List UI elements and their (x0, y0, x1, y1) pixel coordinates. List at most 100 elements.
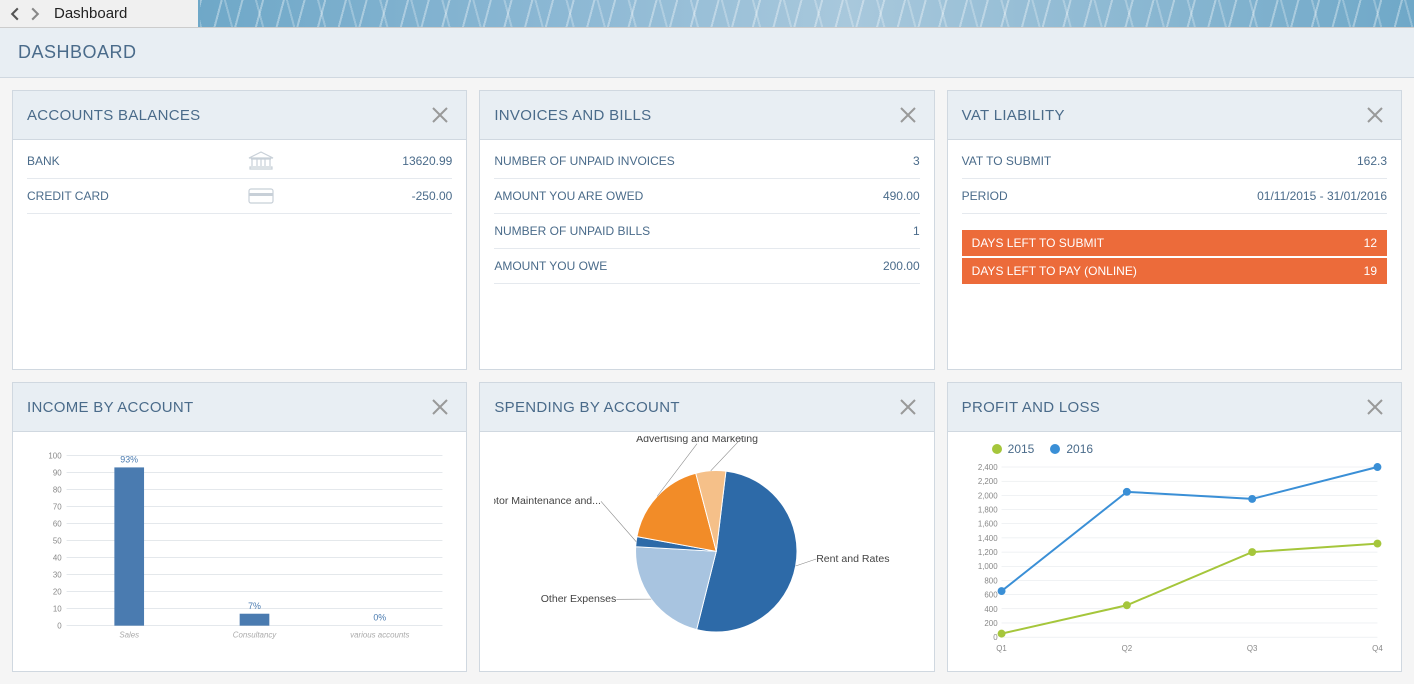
breadcrumb-title: Dashboard (54, 5, 157, 22)
bank-icon (247, 150, 275, 173)
close-icon[interactable] (896, 395, 920, 419)
svg-text:Rent and Rates: Rent and Rates (817, 553, 890, 565)
svg-text:Q3: Q3 (1247, 644, 1258, 653)
page-header: DASHBOARD (0, 28, 1414, 78)
svg-text:1,400: 1,400 (977, 534, 997, 543)
income-bar-chart: 0 10 20 30 40 50 60 70 80 90 100 93% Sales 7% Consulta… (27, 436, 452, 657)
account-label: CREDIT CARD (27, 189, 109, 203)
back-arrow-icon[interactable] (8, 7, 22, 21)
legend-item[interactable]: 2016 (1050, 442, 1093, 456)
svg-text:200: 200 (984, 619, 998, 628)
panel-spending-by-account: SPENDING BY ACCOUNT Rent and Rates Other … (479, 382, 934, 672)
svg-text:0%: 0% (373, 613, 386, 623)
svg-text:0: 0 (993, 633, 998, 642)
svg-text:Sales: Sales (119, 631, 139, 640)
profit-loss-line-chart: 02004006008001,0001,2001,4001,6001,8002,… (962, 460, 1387, 660)
vat-row[interactable]: PERIOD 01/11/2015 - 31/01/2016 (962, 179, 1387, 214)
vat-label: PERIOD (962, 189, 1008, 203)
panel-profit-loss: PROFIT AND LOSS 20152016 02004006008001,… (947, 382, 1402, 672)
alert-label: DAYS LEFT TO PAY (ONLINE) (972, 264, 1137, 278)
panel-vat-liability: VAT LIABILITY VAT TO SUBMIT 162.3 PERIOD 01… (947, 90, 1402, 370)
forward-arrow-icon[interactable] (28, 7, 42, 21)
svg-text:70: 70 (53, 503, 62, 512)
svg-text:Motor Maintenance and...: Motor Maintenance and... (494, 495, 601, 507)
svg-text:2,000: 2,000 (977, 491, 997, 500)
vat-row[interactable]: VAT TO SUBMIT 162.3 (962, 144, 1387, 179)
svg-text:1,600: 1,600 (977, 520, 997, 529)
svg-text:10: 10 (53, 605, 62, 614)
invoice-value: 1 (913, 224, 920, 238)
svg-text:2,200: 2,200 (977, 477, 997, 486)
svg-text:40: 40 (53, 554, 62, 563)
panel-title: PROFIT AND LOSS (962, 399, 1100, 416)
alert-value: 12 (1364, 236, 1377, 250)
svg-text:93%: 93% (120, 454, 138, 464)
svg-text:2,400: 2,400 (977, 463, 997, 472)
svg-text:60: 60 (53, 520, 62, 529)
invoice-row[interactable]: NUMBER OF UNPAID BILLS 1 (494, 214, 919, 249)
svg-text:90: 90 (53, 468, 62, 477)
alert-value: 19 (1364, 264, 1377, 278)
svg-text:7%: 7% (248, 601, 261, 611)
svg-text:0: 0 (57, 622, 62, 631)
spending-pie-chart: Rent and Rates Other Expenses Motor Mainte… (494, 436, 919, 657)
vat-alert-row: DAYS LEFT TO SUBMIT 12 (962, 230, 1387, 256)
close-icon[interactable] (1363, 103, 1387, 127)
invoice-value: 200.00 (883, 259, 920, 273)
account-row[interactable]: CREDIT CARD -250.00 (27, 179, 452, 214)
svg-text:1,000: 1,000 (977, 562, 997, 571)
dashboard-panels: ACCOUNTS BALANCES BANK 13620.99 CREDIT CAR… (0, 78, 1414, 684)
legend-label: 2015 (1008, 442, 1035, 456)
panel-income-by-account: INCOME BY ACCOUNT 0 10 20 30 40 50 60 70 80 90 100… (12, 382, 467, 672)
panel-accounts-balances: ACCOUNTS BALANCES BANK 13620.99 CREDIT CAR… (12, 90, 467, 370)
panel-title: VAT LIABILITY (962, 107, 1065, 124)
invoice-row[interactable]: AMOUNT YOU ARE OWED 490.00 (494, 179, 919, 214)
svg-text:100: 100 (48, 451, 62, 460)
panel-title: INVOICES AND BILLS (494, 107, 651, 124)
legend-swatch (992, 444, 1002, 454)
topbar: Dashboard (0, 0, 1414, 28)
vat-alert-row: DAYS LEFT TO PAY (ONLINE) 19 (962, 258, 1387, 284)
panel-title: SPENDING BY ACCOUNT (494, 399, 679, 416)
page-title: DASHBOARD (18, 42, 1396, 63)
account-row[interactable]: BANK 13620.99 (27, 144, 452, 179)
legend-swatch (1050, 444, 1060, 454)
svg-text:1,800: 1,800 (977, 506, 997, 515)
invoice-row[interactable]: AMOUNT YOU OWE 200.00 (494, 249, 919, 284)
svg-text:Q4: Q4 (1372, 644, 1383, 653)
svg-text:20: 20 (53, 588, 62, 597)
svg-text:80: 80 (53, 485, 62, 494)
svg-text:Other Expenses: Other Expenses (541, 593, 617, 605)
invoice-label: NUMBER OF UNPAID INVOICES (494, 154, 674, 168)
invoice-label: NUMBER OF UNPAID BILLS (494, 224, 650, 238)
alert-label: DAYS LEFT TO SUBMIT (972, 236, 1104, 250)
svg-text:Consultancy: Consultancy (233, 631, 278, 640)
svg-text:Q1: Q1 (996, 644, 1007, 653)
card-icon (247, 185, 275, 208)
close-icon[interactable] (1363, 395, 1387, 419)
svg-text:various accounts: various accounts (350, 631, 409, 640)
panel-title: ACCOUNTS BALANCES (27, 107, 200, 124)
account-label: BANK (27, 154, 60, 168)
invoice-row[interactable]: NUMBER OF UNPAID INVOICES 3 (494, 144, 919, 179)
panel-title: INCOME BY ACCOUNT (27, 399, 194, 416)
invoice-value: 490.00 (883, 189, 920, 203)
svg-text:800: 800 (984, 576, 998, 585)
vat-value: 162.3 (1357, 154, 1387, 168)
close-icon[interactable] (896, 103, 920, 127)
svg-text:50: 50 (53, 537, 62, 546)
panel-invoices-bills: INVOICES AND BILLS NUMBER OF UNPAID INVO… (479, 90, 934, 370)
vat-label: VAT TO SUBMIT (962, 154, 1052, 168)
svg-text:30: 30 (53, 571, 62, 580)
invoice-label: AMOUNT YOU ARE OWED (494, 189, 643, 203)
legend-item[interactable]: 2015 (992, 442, 1035, 456)
account-value: -250.00 (412, 189, 453, 203)
account-value: 13620.99 (402, 154, 452, 168)
vat-value: 01/11/2015 - 31/01/2016 (1257, 189, 1387, 203)
close-icon[interactable] (428, 395, 452, 419)
invoice-label: AMOUNT YOU OWE (494, 259, 607, 273)
invoice-value: 3 (913, 154, 920, 168)
legend-label: 2016 (1066, 442, 1093, 456)
svg-text:400: 400 (984, 605, 998, 614)
close-icon[interactable] (428, 103, 452, 127)
